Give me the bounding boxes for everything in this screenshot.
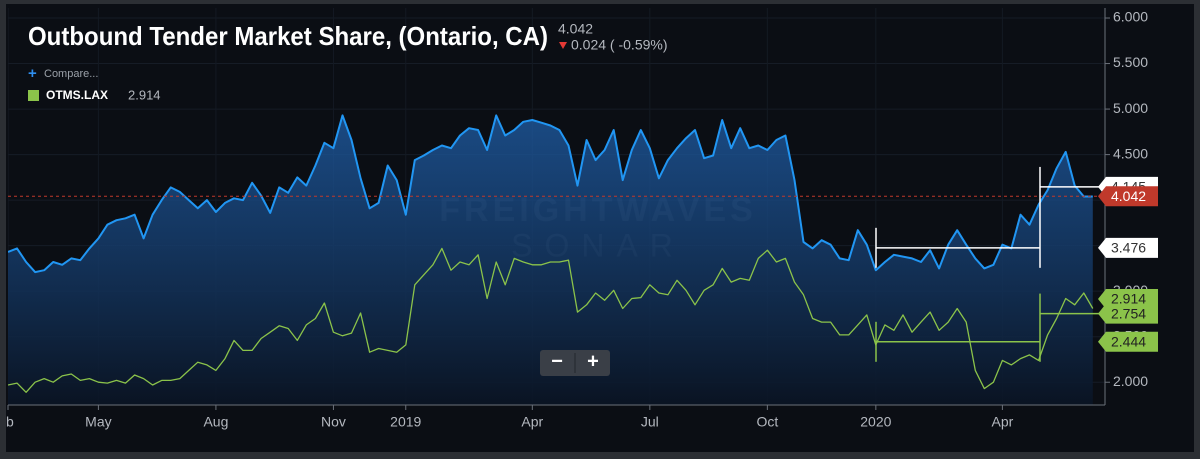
axis-tag (1098, 331, 1158, 352)
zoom-in-button[interactable]: + (587, 350, 599, 372)
x-tick-label: Apr (521, 414, 543, 430)
compare-link[interactable]: Compare... (44, 68, 98, 80)
legend-swatch (28, 90, 39, 101)
zoom-controls: − + (540, 350, 610, 376)
axis-tag (1098, 237, 1158, 258)
x-tick-label: Oct (756, 414, 778, 430)
axis-tag-label: 2.914 (1111, 291, 1146, 307)
axis-tag (1098, 186, 1158, 207)
axis-tag-label: 2.444 (1111, 334, 1146, 350)
compare-icon[interactable]: + (28, 65, 37, 82)
x-tick-label: Apr (992, 414, 1014, 430)
line (8, 114, 1093, 274)
y-tick-label: 5.500 (1113, 54, 1148, 70)
chart-title: Outbound Tender Market Share, (Ontario, … (28, 21, 548, 51)
axis-tag-label: 3.476 (1111, 240, 1146, 256)
x-tick-label: 2019 (390, 414, 421, 430)
legend-value: 2.914 (128, 87, 161, 102)
x-tick-label: b (6, 414, 14, 430)
change: 0.024 ( -0.59%) (571, 37, 668, 53)
x-tick-label: Aug (203, 414, 228, 430)
zoom-out-button[interactable]: − (551, 350, 563, 372)
down-arrow (559, 42, 567, 49)
axis-tag (1098, 303, 1158, 324)
x-tick-label: Jul (641, 414, 659, 430)
plot-area: FREIGHTWAVESSONAR (8, 8, 1105, 405)
y-tick-label: 2.000 (1113, 373, 1148, 389)
y-tick-label: 6.000 (1113, 9, 1148, 25)
last-value: 4.042 (558, 21, 593, 37)
axis-tag-label: 2.754 (1111, 305, 1146, 321)
y-tick-label: 5.000 (1113, 100, 1148, 116)
line (8, 247, 1094, 393)
x-tick-label: 2020 (860, 414, 891, 430)
y-tick-label: 4.500 (1113, 145, 1148, 161)
x-tick-label: May (85, 414, 111, 430)
axes: 2.0002.5003.0003.5004.0004.5005.0005.500… (6, 9, 1158, 430)
axis-tag-label: 4.042 (1111, 188, 1146, 204)
x-tick-label: Nov (321, 414, 346, 430)
legend-label: OTMS.LAX (46, 88, 108, 102)
